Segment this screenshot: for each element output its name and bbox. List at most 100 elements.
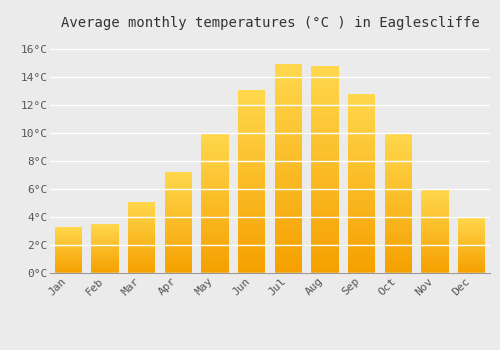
Bar xyxy=(458,219,485,220)
Bar xyxy=(348,160,376,162)
Bar xyxy=(384,224,412,226)
Bar xyxy=(458,257,485,258)
Bar xyxy=(384,133,412,135)
Bar xyxy=(421,246,448,248)
Bar xyxy=(458,221,485,222)
Bar xyxy=(238,261,266,264)
Bar xyxy=(128,226,156,228)
Bar xyxy=(458,265,485,266)
Bar xyxy=(348,118,376,121)
Bar xyxy=(91,238,119,239)
Bar xyxy=(91,270,119,271)
Bar xyxy=(128,217,156,218)
Bar xyxy=(238,145,266,148)
Bar xyxy=(311,69,339,73)
Bar xyxy=(54,260,82,261)
Bar xyxy=(274,141,302,144)
Bar xyxy=(164,271,192,273)
Bar xyxy=(238,270,266,273)
Bar xyxy=(311,86,339,90)
Bar xyxy=(164,250,192,251)
Bar xyxy=(128,265,156,266)
Bar xyxy=(238,111,266,114)
Bar xyxy=(128,253,156,254)
Bar xyxy=(54,249,82,250)
Bar xyxy=(458,249,485,250)
Bar xyxy=(384,198,412,201)
Bar xyxy=(384,166,412,168)
Bar xyxy=(164,189,192,191)
Bar xyxy=(164,229,192,231)
Bar xyxy=(91,243,119,244)
Bar xyxy=(91,267,119,268)
Bar xyxy=(274,196,302,200)
Bar xyxy=(384,257,412,259)
Bar xyxy=(54,269,82,270)
Bar xyxy=(458,270,485,271)
Bar xyxy=(201,170,229,173)
Bar xyxy=(421,251,448,252)
Bar xyxy=(421,203,448,204)
Bar xyxy=(201,177,229,180)
Bar xyxy=(421,209,448,210)
Bar xyxy=(91,263,119,264)
Bar xyxy=(348,115,376,118)
Bar xyxy=(164,201,192,202)
Bar xyxy=(311,135,339,138)
Bar xyxy=(421,241,448,242)
Bar xyxy=(128,219,156,220)
Bar xyxy=(274,238,302,242)
Bar xyxy=(128,244,156,246)
Bar xyxy=(421,224,448,225)
Bar xyxy=(238,102,266,105)
Bar xyxy=(348,94,376,97)
Bar xyxy=(238,139,266,141)
Bar xyxy=(348,201,376,204)
Bar xyxy=(54,231,82,232)
Bar xyxy=(348,177,376,180)
Bar xyxy=(384,252,412,254)
Bar xyxy=(128,241,156,242)
Bar xyxy=(384,245,412,247)
Bar xyxy=(54,229,82,230)
Bar xyxy=(421,231,448,232)
Bar xyxy=(348,183,376,187)
Bar xyxy=(164,218,192,219)
Bar xyxy=(201,245,229,247)
Bar xyxy=(274,186,302,190)
Bar xyxy=(164,214,192,216)
Bar xyxy=(164,244,192,246)
Bar xyxy=(201,268,229,271)
Bar xyxy=(201,247,229,250)
Bar xyxy=(128,234,156,235)
Bar xyxy=(274,266,302,270)
Bar xyxy=(54,258,82,259)
Bar xyxy=(164,231,192,233)
Bar xyxy=(238,160,266,163)
Bar xyxy=(311,149,339,152)
Bar xyxy=(274,96,302,99)
Bar xyxy=(91,237,119,238)
Bar xyxy=(54,250,82,251)
Bar xyxy=(164,186,192,187)
Bar xyxy=(348,109,376,112)
Bar xyxy=(201,142,229,145)
Bar xyxy=(421,244,448,245)
Bar xyxy=(421,238,448,239)
Bar xyxy=(128,247,156,248)
Bar xyxy=(348,270,376,273)
Bar xyxy=(274,207,302,210)
Bar xyxy=(384,233,412,236)
Bar xyxy=(421,199,448,200)
Bar xyxy=(348,172,376,174)
Bar xyxy=(238,218,266,221)
Bar xyxy=(348,216,376,219)
Bar xyxy=(421,206,448,207)
Bar xyxy=(54,243,82,244)
Bar xyxy=(421,266,448,267)
Bar xyxy=(458,234,485,235)
Bar xyxy=(201,135,229,138)
Bar xyxy=(274,103,302,106)
Bar xyxy=(201,161,229,163)
Bar xyxy=(201,210,229,212)
